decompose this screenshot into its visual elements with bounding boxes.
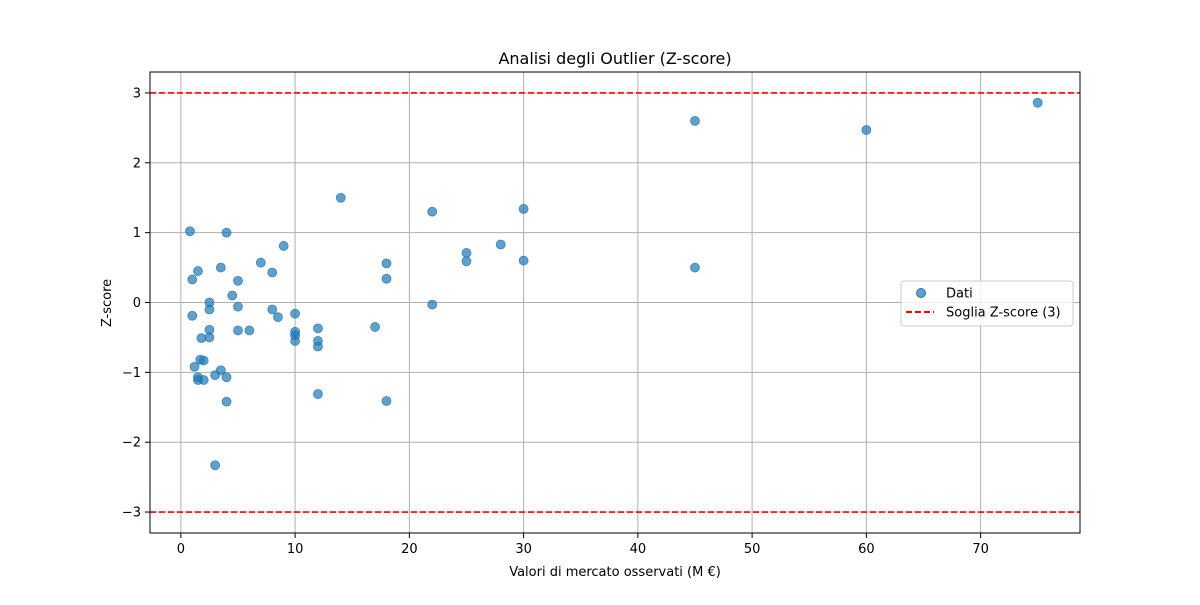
- legend: Dati Soglia Z-score (3): [900, 280, 1074, 327]
- x-tick-label: 40: [630, 542, 647, 557]
- y-tick-label: −2: [122, 436, 141, 451]
- data-point: [187, 274, 198, 285]
- data-point: [233, 301, 243, 312]
- data-point: [518, 204, 529, 214]
- data-point: [221, 396, 232, 407]
- data-point: [381, 396, 392, 406]
- data-point: [185, 226, 195, 237]
- data-point: [861, 125, 872, 135]
- data-point: [193, 266, 203, 276]
- data-point: [495, 239, 506, 250]
- data-point: [198, 355, 209, 366]
- x-tick-label: 50: [744, 542, 761, 557]
- data-point: [273, 312, 283, 323]
- data-point: [335, 192, 346, 203]
- y-tick-label: 1: [133, 226, 141, 241]
- data-point: [313, 323, 323, 334]
- data-point: [267, 267, 278, 278]
- data-point: [210, 460, 221, 471]
- x-tick-label: 60: [858, 542, 875, 557]
- y-axis-label: Z-score: [100, 279, 115, 327]
- data-point: [1032, 97, 1043, 108]
- data-point: [381, 273, 392, 284]
- y-tick-label: 0: [133, 296, 141, 311]
- data-point: [233, 325, 243, 336]
- data-point: [215, 365, 226, 376]
- x-tick-label: 30: [515, 542, 532, 557]
- y-tick-label: 3: [133, 86, 141, 101]
- data-point: [267, 304, 278, 315]
- data-point: [518, 255, 529, 266]
- data-point: [370, 322, 380, 332]
- data-point: [278, 241, 289, 251]
- data-point: [313, 341, 323, 352]
- data-point: [255, 257, 266, 268]
- y-tick-label: −3: [122, 506, 141, 521]
- scatter-points: [185, 97, 1043, 471]
- data-point: [204, 304, 215, 315]
- data-point: [461, 256, 472, 267]
- data-point: [221, 372, 232, 383]
- data-point: [227, 290, 238, 301]
- data-point: [461, 248, 472, 258]
- data-point: [427, 299, 438, 310]
- data-point: [221, 227, 232, 238]
- y-axis-ticks: −3 −2 −1 0 1 2 3: [122, 86, 150, 521]
- legend-marker-dati: [916, 288, 926, 298]
- legend-box: [900, 280, 1074, 327]
- data-point: [215, 262, 226, 273]
- data-point: [198, 375, 209, 385]
- legend-label-threshold: Soglia Z-score (3): [946, 306, 1061, 321]
- data-point: [690, 262, 700, 273]
- x-tick-label: 20: [401, 542, 418, 557]
- chart-title: Analisi degli Outlier (Z-score): [498, 49, 731, 68]
- legend-label-dati: Dati: [946, 287, 973, 302]
- x-tick-label: 10: [287, 542, 304, 557]
- data-point: [313, 389, 323, 399]
- y-tick-label: −1: [122, 366, 141, 381]
- data-point: [233, 275, 243, 286]
- data-point: [204, 332, 215, 343]
- x-axis-ticks: 0 10 20 30 40 50 60 70: [177, 533, 989, 557]
- data-point: [290, 308, 300, 319]
- x-tick-label: 70: [972, 542, 989, 557]
- y-tick-label: 2: [133, 156, 141, 171]
- data-point: [187, 310, 198, 321]
- x-axis-label: Valori di mercato osservati (M €): [509, 565, 721, 580]
- data-point: [690, 115, 700, 126]
- data-point: [244, 325, 255, 336]
- data-point: [381, 258, 392, 269]
- x-tick-label: 0: [177, 542, 185, 557]
- data-point: [189, 361, 200, 372]
- threshold-lines: [150, 92, 1080, 513]
- data-point: [290, 336, 300, 346]
- data-point: [427, 206, 438, 217]
